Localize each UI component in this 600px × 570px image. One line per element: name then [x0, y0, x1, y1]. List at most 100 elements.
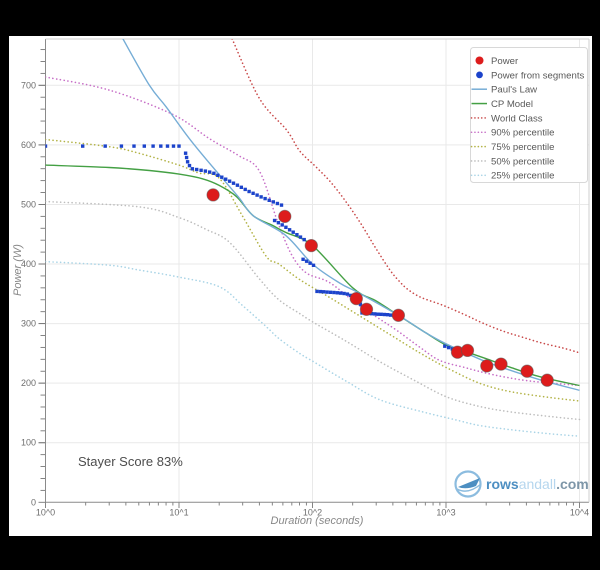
curve-90-percentile: [45, 76, 581, 387]
legend-item: 50% percentile: [470, 156, 554, 167]
y-tick-label: 400: [21, 259, 36, 269]
segment-point: [287, 228, 292, 232]
segment-point: [183, 151, 188, 155]
segment-point: [284, 225, 288, 229]
curve-25-percentile: [45, 260, 581, 437]
legend-marker-dot: [476, 71, 483, 79]
legend-box: [470, 47, 588, 183]
legend-item-label: 90% percentile: [491, 128, 554, 139]
stayer-score-annotation: Stayer Score 83%: [78, 454, 183, 469]
segment-point: [295, 233, 299, 237]
y-tick-label: 600: [21, 140, 36, 150]
segment-point: [151, 144, 155, 148]
segment-point: [208, 170, 212, 174]
segment-point: [187, 163, 192, 168]
logo-boat-hull: [458, 478, 480, 489]
segment-point: [212, 171, 216, 175]
legend-item: 75% percentile: [470, 142, 554, 153]
legend-item-label: World Class: [491, 113, 543, 124]
y-tick-label: 200: [21, 378, 36, 388]
segment-point: [235, 183, 240, 187]
power-point: [206, 188, 220, 202]
segment-point: [318, 289, 323, 294]
x-tick-label: 10^2: [303, 508, 322, 518]
segment-point: [302, 237, 306, 242]
segment-point: [389, 313, 393, 317]
segment-point: [304, 259, 309, 263]
logo-text-rows: rows: [486, 476, 519, 492]
segment-point: [247, 189, 251, 194]
segment-point: [376, 312, 380, 316]
plot-border: [45, 38, 590, 503]
legend-item-label: Power from segments: [491, 70, 585, 81]
curve-world-class: [231, 39, 581, 354]
legend-item-label: Paul's Law: [491, 85, 537, 96]
axis-ticks: [38, 49, 580, 508]
legend-item: 25% percentile: [470, 171, 554, 182]
power-point: [304, 238, 318, 253]
x-tick-label: 10^0: [36, 508, 55, 518]
segment-point: [259, 195, 263, 199]
segment-point: [335, 291, 339, 295]
segment-point: [328, 290, 333, 294]
x-axis-label: Duration (seconds): [271, 515, 364, 527]
segment-point: [119, 144, 124, 148]
power-point: [391, 308, 406, 322]
segment-point: [298, 235, 303, 239]
power-point: [480, 359, 494, 373]
y-axis-label: Power (W): [12, 244, 24, 296]
y-tick-label: 0: [31, 497, 36, 507]
legend-item: CP Model: [471, 99, 533, 110]
x-tick-label: 10^3: [436, 508, 455, 518]
segment-point: [315, 289, 319, 294]
legend-item: Paul's Law: [471, 85, 537, 96]
segment-point: [142, 144, 146, 148]
segment-point: [184, 155, 189, 160]
segment-point: [132, 144, 136, 148]
logo-text: rowsandall.com: [486, 476, 589, 492]
segment-point: [373, 312, 377, 316]
segment-point: [291, 230, 295, 234]
segment-point: [190, 167, 195, 171]
segment-point: [103, 144, 107, 148]
segment-point: [339, 291, 343, 295]
legend-item-label: 25% percentile: [491, 171, 554, 182]
legend-marker-dot: [475, 56, 484, 65]
segment-point: [358, 302, 363, 306]
segment-point: [224, 177, 228, 181]
logo-text-com: .com: [556, 476, 589, 492]
rowsandall-logo: rowsandall.com: [454, 470, 589, 498]
segment-point: [271, 200, 275, 204]
curve-50-percentile: [45, 200, 581, 421]
segment-point: [311, 263, 316, 267]
y-tick-label: 500: [21, 199, 36, 209]
segment-point: [159, 144, 163, 148]
x-tick-label: 10^4: [570, 508, 589, 518]
segment-point: [369, 312, 374, 316]
segment-point: [203, 169, 208, 173]
power-point: [540, 373, 554, 387]
segment-point: [220, 175, 224, 179]
legend-item: World Class: [470, 113, 543, 124]
power-point: [349, 291, 363, 306]
series-power: [206, 188, 554, 387]
segment-point: [177, 144, 181, 148]
legend: Power Power from segments Paul's Law CP Mod…: [470, 47, 588, 183]
segment-point: [267, 198, 271, 202]
power-point: [460, 343, 475, 358]
segment-point: [81, 144, 85, 148]
legend-item: 90% percentile: [470, 128, 554, 139]
segment-point: [280, 223, 284, 227]
y-tick-label: 700: [21, 80, 36, 90]
y-tick-label: 300: [21, 319, 36, 329]
segment-point: [45, 144, 48, 148]
segment-point: [279, 203, 284, 207]
legend-item: Power: [475, 56, 519, 67]
legend-item-label: Power: [491, 56, 519, 67]
x-tick-label: 10^1: [169, 508, 188, 518]
legend-item-label: CP Model: [491, 99, 533, 110]
segment-point: [171, 144, 176, 148]
power-point: [494, 357, 508, 371]
segment-point: [272, 218, 277, 223]
